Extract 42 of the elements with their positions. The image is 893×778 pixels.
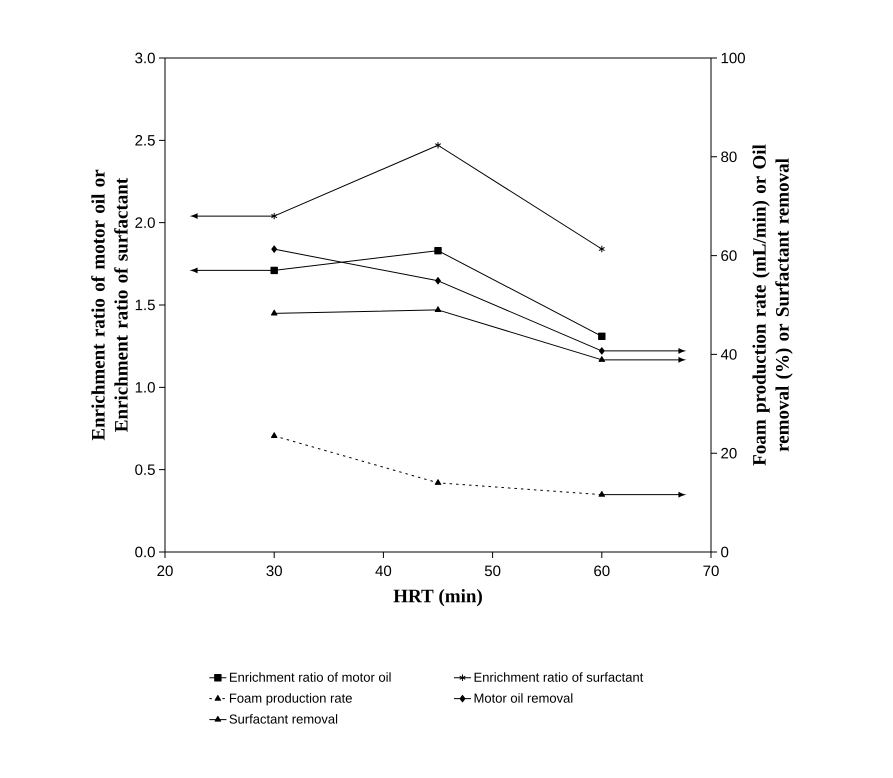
point	[271, 245, 278, 253]
point	[434, 246, 442, 254]
legend-label: Motor oil removal	[474, 693, 572, 703]
y2-tick-label: 80	[721, 151, 737, 162]
point	[598, 245, 606, 253]
y2-axis-title: Foam production rate (mL/min) or Oil removal (%) or Surfactant removal	[752, 144, 793, 466]
y-axis-title: Enrichment ratio of motor oil or Enrichment ratio of surfactant	[91, 170, 128, 440]
point	[598, 347, 605, 355]
y2-tick-label: 100	[722, 52, 745, 64]
x-tick-label: 40	[375, 566, 392, 576]
x-tick-label: 70	[703, 566, 719, 576]
point	[598, 356, 606, 362]
y-tick-label: 1.0	[136, 382, 155, 393]
point	[270, 310, 278, 316]
legend-label: Enrichment ratio of motor oil	[230, 672, 391, 682]
point	[434, 479, 442, 485]
point	[270, 266, 278, 274]
point	[270, 212, 278, 220]
legend-label: Enrichment ratio of surfactant	[474, 672, 644, 682]
point	[435, 277, 441, 284]
x-tick-label: 50	[484, 566, 500, 576]
x-tick-label: 30	[266, 566, 282, 576]
y2-tick-label: 60	[721, 250, 737, 261]
point	[598, 332, 606, 340]
y-tick-label: 2.0	[135, 217, 155, 228]
y-tick-label: 0.5	[135, 464, 155, 475]
y-tick-label: 1.5	[136, 300, 155, 310]
y-tick-label: 3.0	[135, 52, 155, 64]
y-tick-label: 2.5	[135, 135, 155, 146]
point	[434, 306, 442, 312]
y2-tick-label: 40	[720, 349, 737, 360]
point	[598, 490, 606, 497]
legend-label: Foam production rate	[230, 693, 352, 706]
point	[270, 432, 278, 438]
point	[434, 142, 442, 149]
legend-label: Surfactant removal	[230, 714, 338, 724]
x-tick-label: 60	[594, 566, 610, 576]
x-axis-title: HRT (min)	[394, 589, 482, 606]
y2-tick-label: 0	[721, 546, 728, 558]
y-tick-label: 0.0	[135, 546, 155, 558]
x-tick-label: 20	[157, 566, 173, 576]
y2-tick-label: 20	[721, 448, 737, 458]
